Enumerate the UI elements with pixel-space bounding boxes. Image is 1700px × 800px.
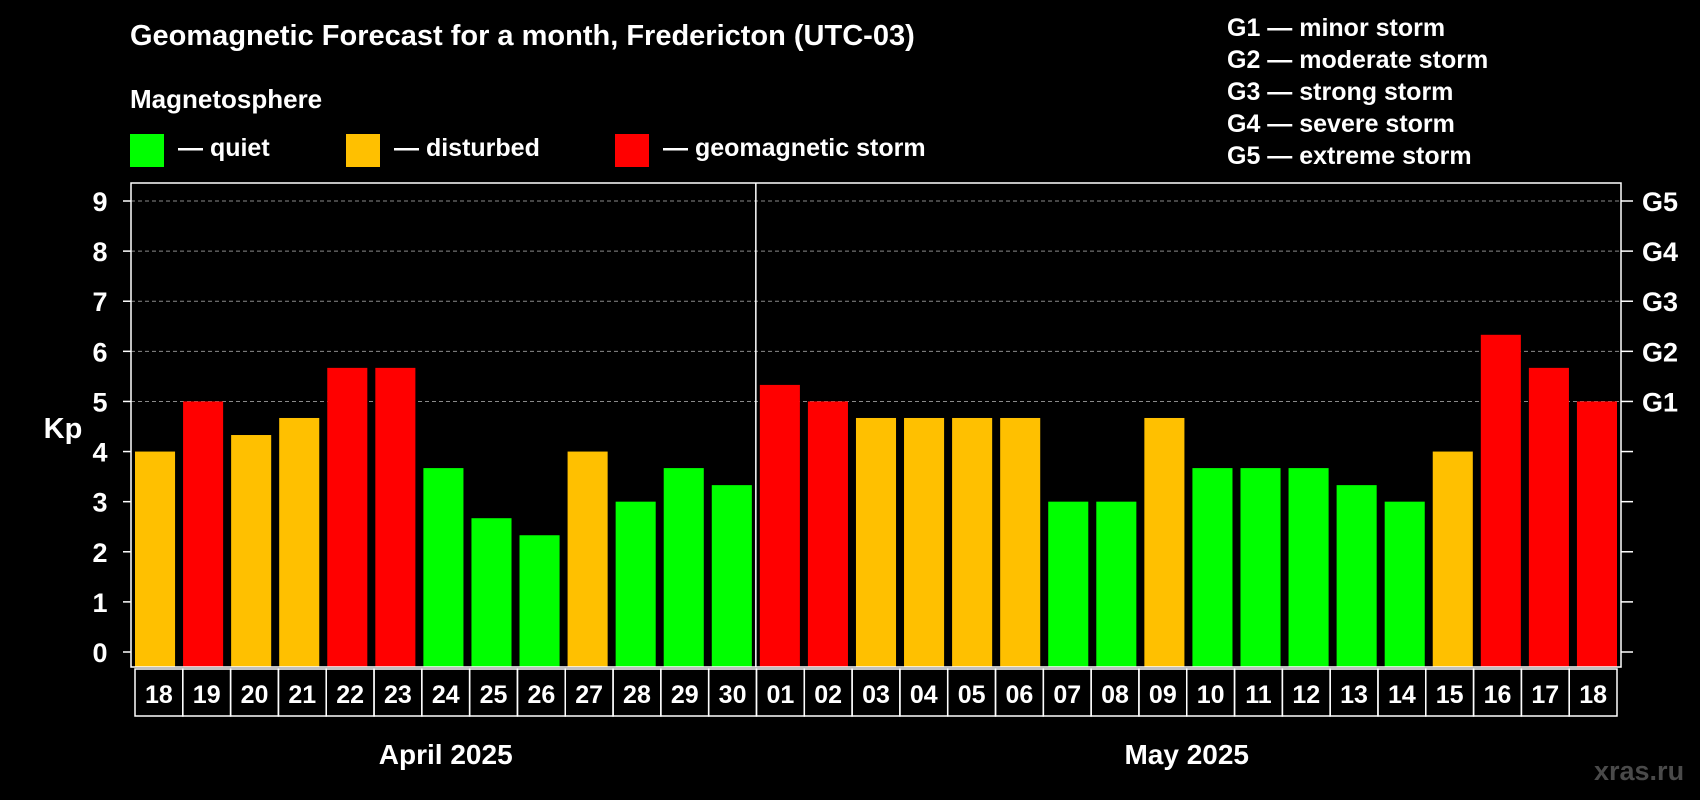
kp-bar xyxy=(1240,468,1281,667)
day-label: 01 xyxy=(766,681,794,709)
kp-bar xyxy=(904,417,945,667)
y-tick-label: 2 xyxy=(92,538,107,568)
y-tick-label: 6 xyxy=(92,337,107,367)
kp-bar xyxy=(663,468,704,667)
y-tick-label: 9 xyxy=(92,187,107,217)
legend-swatch-quiet xyxy=(130,134,164,167)
month-label: April 2025 xyxy=(379,739,513,770)
legend-label-storm: — geomagnetic storm xyxy=(663,134,926,162)
day-cell xyxy=(1568,668,1618,717)
day-label: 18 xyxy=(1579,681,1607,709)
day-label: 25 xyxy=(480,681,508,709)
day-label: 30 xyxy=(719,681,747,709)
kp-bar xyxy=(279,417,320,667)
plot-frame xyxy=(130,182,1622,668)
legend-label-quiet: — quiet xyxy=(178,134,270,162)
kp-bar xyxy=(519,535,560,667)
legend-swatch-disturbed xyxy=(346,134,380,167)
kp-bar xyxy=(1000,417,1041,667)
kp-bar xyxy=(807,401,848,667)
g-scale-item-g4: G4 — severe storm xyxy=(1227,110,1455,138)
y-tick-label: 7 xyxy=(92,287,107,317)
g-level-label: G1 xyxy=(1642,387,1678,417)
g-level-label: G5 xyxy=(1642,187,1678,217)
kp-bar xyxy=(1384,501,1425,667)
day-label: 11 xyxy=(1245,681,1272,709)
day-label: 17 xyxy=(1531,681,1559,709)
day-label: 28 xyxy=(623,681,651,709)
g-level-label: G4 xyxy=(1642,237,1678,267)
kp-bar xyxy=(1288,468,1329,667)
day-label: 19 xyxy=(193,681,221,709)
day-label: 23 xyxy=(384,681,412,709)
kp-bar xyxy=(567,451,608,667)
y-tick-label: 8 xyxy=(92,237,107,267)
kp-bar xyxy=(1144,417,1185,667)
day-label: 29 xyxy=(671,681,699,709)
kp-bar xyxy=(471,518,512,667)
g-level-label: G2 xyxy=(1642,337,1678,367)
legend-swatch-storm xyxy=(615,134,649,167)
day-label: 02 xyxy=(814,681,842,709)
g-scale-item-g3: G3 — strong storm xyxy=(1227,78,1454,106)
day-label: 03 xyxy=(862,681,890,709)
kp-bar xyxy=(423,468,464,667)
day-label: 21 xyxy=(288,681,316,709)
g-scale-item-g1: G1 — minor storm xyxy=(1227,14,1446,42)
g-scale-item-g2: G2 — moderate storm xyxy=(1227,46,1489,74)
kp-bar xyxy=(375,367,416,667)
day-label: 20 xyxy=(241,681,269,709)
kp-bar xyxy=(711,485,752,667)
kp-bar xyxy=(1192,468,1233,667)
kp-bar xyxy=(1576,401,1617,667)
kp-bar xyxy=(1048,501,1089,667)
day-label: 06 xyxy=(1006,681,1034,709)
day-label: 26 xyxy=(527,681,555,709)
day-label: 27 xyxy=(575,681,603,709)
kp-bar xyxy=(855,417,897,667)
kp-bar xyxy=(327,367,368,667)
kp-bar xyxy=(615,501,656,667)
day-label: 08 xyxy=(1101,681,1129,709)
kp-bar xyxy=(759,384,800,667)
day-label: 16 xyxy=(1484,681,1512,709)
kp-bar xyxy=(1480,334,1521,667)
watermark: xras.ru xyxy=(1594,756,1685,786)
kp-bar xyxy=(1432,451,1473,667)
g-scale-item-g5: G5 — extreme storm xyxy=(1227,142,1472,170)
day-label: 12 xyxy=(1292,681,1320,709)
g-level-label: G3 xyxy=(1642,287,1678,317)
y-axis-label: Kp xyxy=(44,413,83,445)
chart-title: Geomagnetic Forecast for a month, Freder… xyxy=(130,20,915,52)
y-tick-label: 0 xyxy=(92,638,107,668)
y-tick-label: 3 xyxy=(92,488,107,518)
kp-bar xyxy=(1336,485,1377,667)
g-scale-list: G1 — minor storm G2 — moderate storm G3 … xyxy=(1227,12,1488,172)
kp-bar xyxy=(231,435,272,667)
day-label: 09 xyxy=(1149,681,1177,709)
y-tick-label: 4 xyxy=(92,438,107,468)
day-label: 10 xyxy=(1197,681,1225,709)
day-label: 18 xyxy=(145,681,173,709)
month-label: May 2025 xyxy=(1124,739,1249,770)
day-label: 22 xyxy=(336,681,364,709)
kp-bar xyxy=(183,401,224,667)
day-label: 24 xyxy=(432,681,460,709)
legend-label-disturbed: — disturbed xyxy=(394,134,540,162)
kp-bar xyxy=(1096,501,1137,667)
legend-title: Magnetosphere xyxy=(130,84,323,114)
day-label: 14 xyxy=(1388,681,1416,709)
kp-bar xyxy=(952,417,993,667)
y-tick-label: 1 xyxy=(92,588,107,618)
day-label: 15 xyxy=(1436,681,1464,709)
day-label: 04 xyxy=(910,681,938,709)
kp-bar xyxy=(1528,367,1569,667)
kp-bar xyxy=(135,451,176,667)
day-label: 13 xyxy=(1340,681,1368,709)
y-tick-label: 5 xyxy=(92,387,107,417)
day-label: 07 xyxy=(1053,681,1081,709)
day-label: 05 xyxy=(958,681,986,709)
